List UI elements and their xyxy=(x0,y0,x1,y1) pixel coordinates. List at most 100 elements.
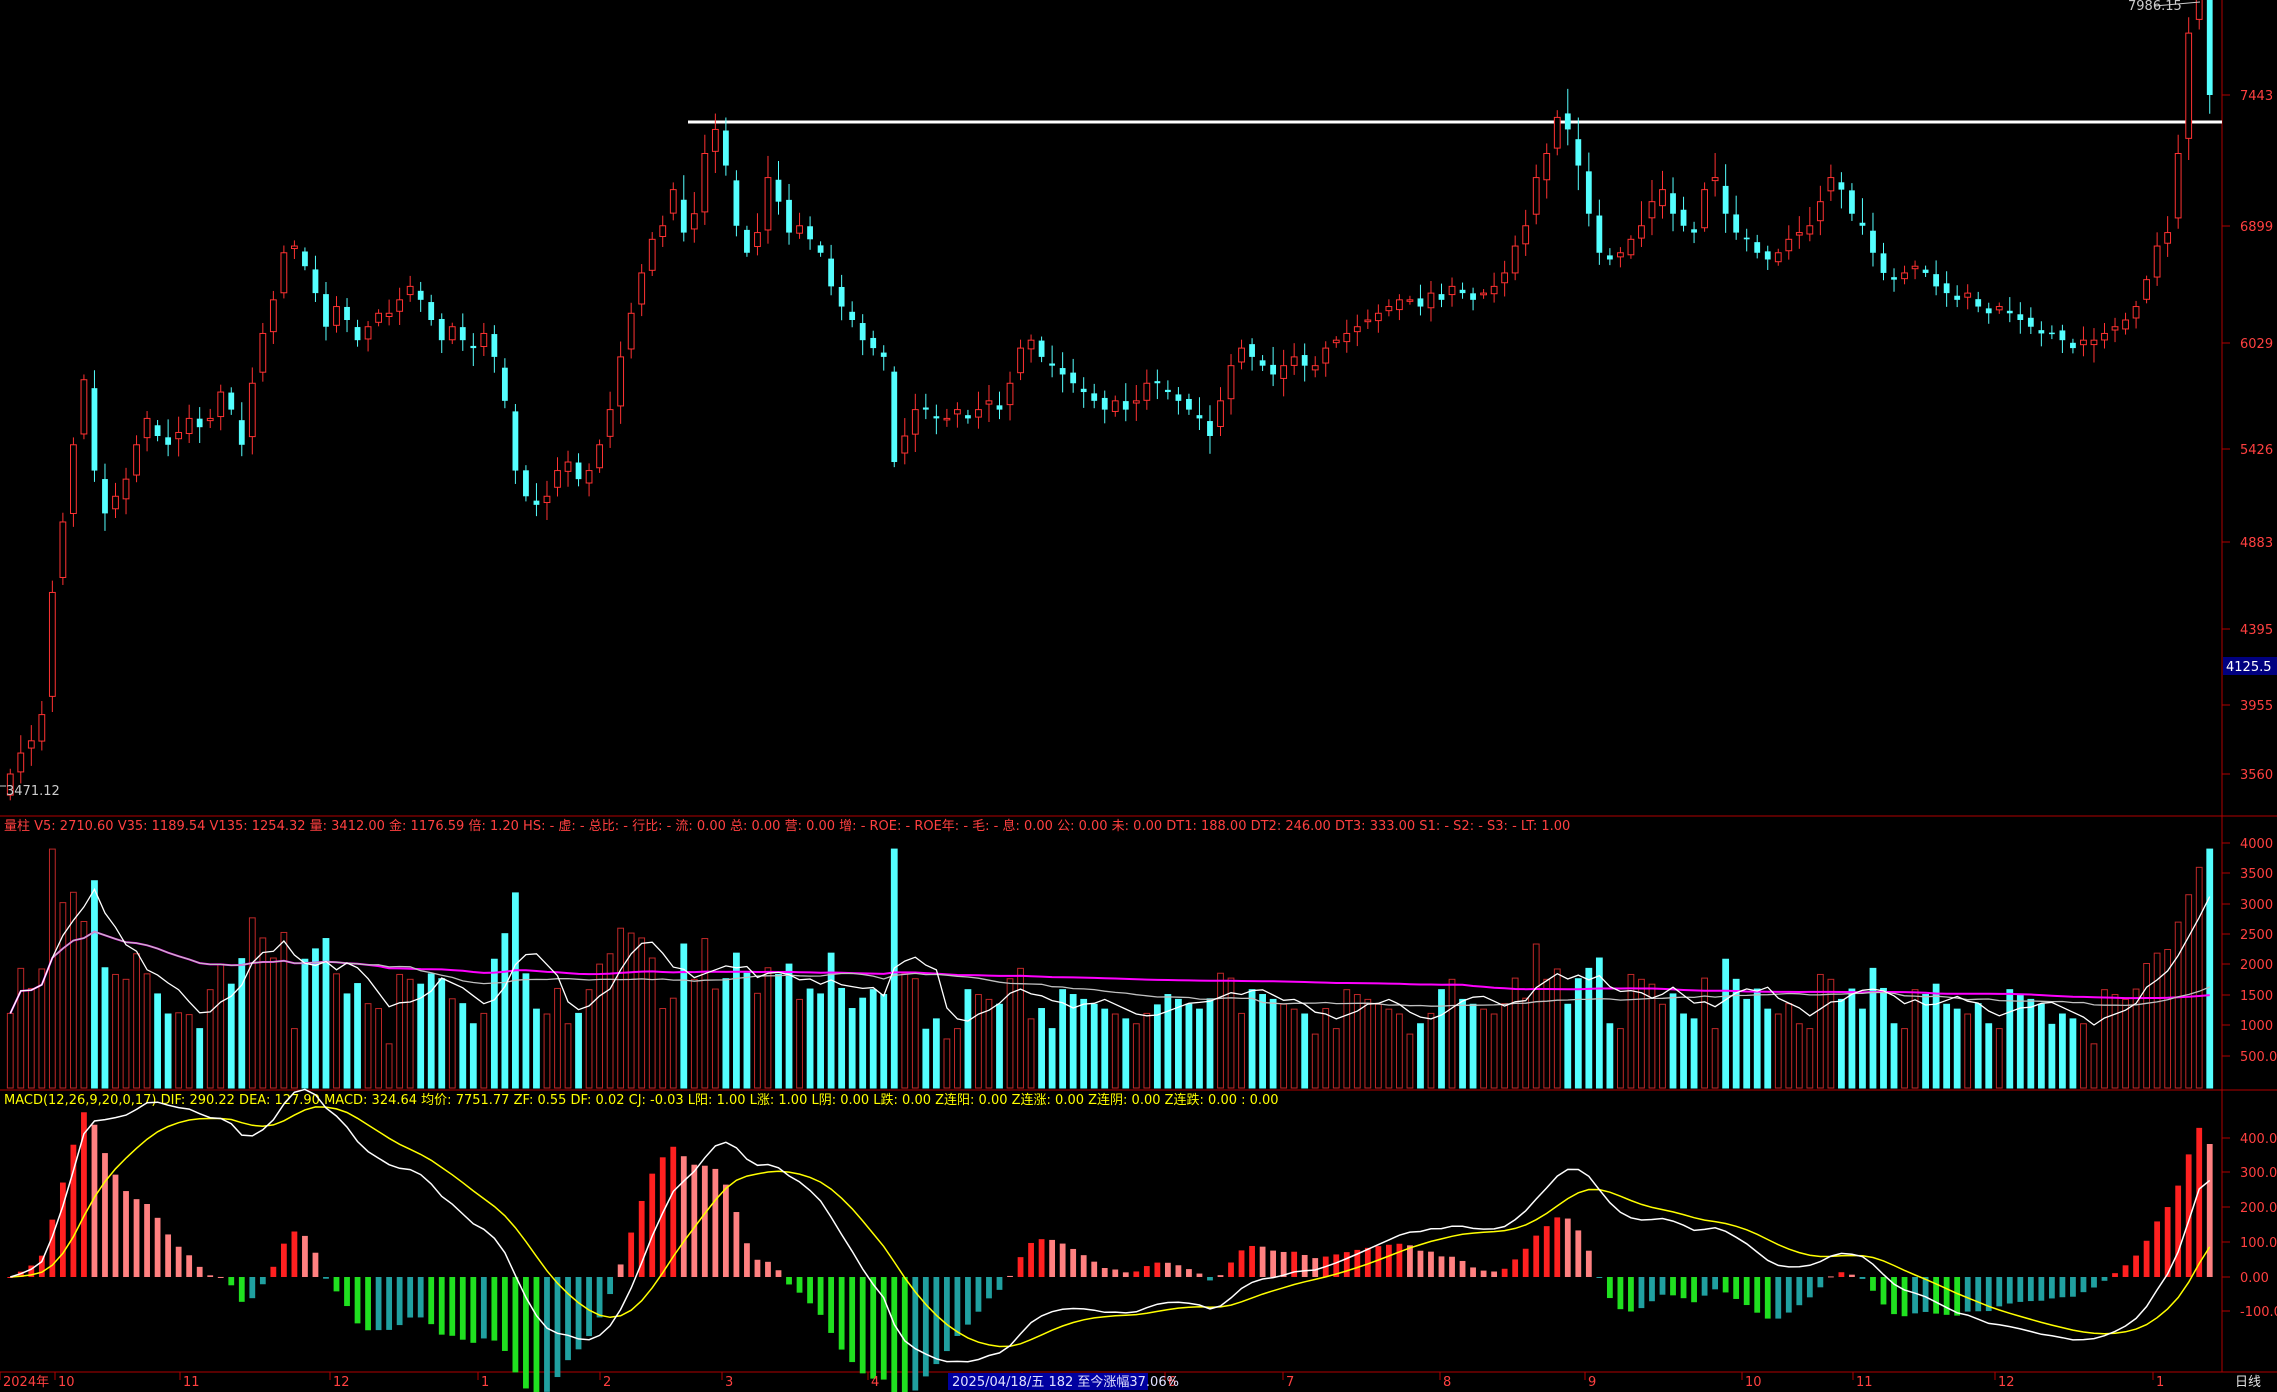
volume-bar xyxy=(2037,1003,2045,1089)
volume-bar xyxy=(985,998,993,1089)
macd-bar xyxy=(617,1264,624,1277)
candle-body-up xyxy=(133,444,140,476)
candle-body-down xyxy=(238,420,245,445)
volume-bar xyxy=(469,1023,477,1089)
candle-body-down xyxy=(922,407,929,410)
candle-body-up xyxy=(406,285,414,296)
macd-bar xyxy=(1743,1277,1750,1306)
volume-bar xyxy=(1364,998,1372,1089)
macd-bar xyxy=(649,1173,656,1277)
macd-bar xyxy=(323,1277,329,1279)
candle-body-down xyxy=(744,229,750,253)
svg-text:3471.12: 3471.12 xyxy=(6,784,60,799)
month-label: 12 xyxy=(333,1375,350,1390)
macd-bar xyxy=(786,1277,792,1285)
candle-body-down xyxy=(438,318,445,341)
macd-bar xyxy=(2017,1277,2024,1302)
volume-bar xyxy=(1890,1023,1898,1089)
candle-body-up xyxy=(617,356,625,407)
price-tick-label: 3560 xyxy=(2240,768,2273,783)
volume-bar xyxy=(1069,994,1077,1089)
macd-bar xyxy=(596,1277,603,1318)
volume-bar xyxy=(438,978,446,1089)
volume-bar xyxy=(543,1013,551,1089)
macd-bar xyxy=(849,1277,856,1363)
volume-bar xyxy=(1722,958,1730,1089)
macd-bar xyxy=(1628,1277,1634,1312)
macd-bar xyxy=(2038,1277,2045,1301)
volume-panel[interactable]: 量柱 V5: 2710.60 V35: 1189.54 V135: 1254.3… xyxy=(4,818,2277,1089)
volume-bar xyxy=(1427,1012,1435,1089)
volume-bar xyxy=(1185,1003,1193,1089)
macd-bar xyxy=(1964,1277,1971,1312)
candle-body-up xyxy=(1827,177,1835,192)
month-label: 8 xyxy=(1443,1375,1451,1390)
candle-body-down xyxy=(1196,415,1203,419)
volume-bar xyxy=(911,978,919,1089)
volume-bar xyxy=(1059,989,1067,1089)
volume-bar xyxy=(217,963,225,1089)
volume-bar xyxy=(932,1018,940,1089)
candle-body-up xyxy=(1638,225,1645,239)
volume-bar xyxy=(512,892,519,1089)
candle-body-down xyxy=(828,258,835,287)
candle-body-down xyxy=(1733,214,1740,233)
macd-bar xyxy=(1912,1277,1918,1314)
volume-bar xyxy=(1417,1023,1424,1089)
macd-bar xyxy=(1038,1239,1045,1277)
candle-body-down xyxy=(459,327,466,341)
macd-tick-label: 0.00 xyxy=(2240,1271,2269,1286)
candle-body-down xyxy=(2006,310,2013,314)
macd-bar xyxy=(333,1277,340,1292)
candle-body-up xyxy=(396,299,404,312)
candle-body-down xyxy=(1207,421,1213,436)
volume-bar xyxy=(27,987,35,1089)
macd-bar xyxy=(1817,1277,1824,1288)
macd-bar xyxy=(1186,1269,1192,1277)
candle-body-down xyxy=(344,306,350,321)
macd-bar xyxy=(1606,1277,1613,1299)
macd-bar xyxy=(375,1277,382,1331)
macd-bar xyxy=(280,1243,287,1277)
volume-bar xyxy=(333,973,340,1089)
macd-bar xyxy=(943,1277,950,1352)
volume-bar xyxy=(1574,978,1582,1089)
candle-body-up xyxy=(1711,177,1719,182)
volume-bar xyxy=(1964,1013,1972,1089)
candlesticks xyxy=(6,0,2213,801)
volume-bar xyxy=(1701,977,1708,1089)
volume-bar xyxy=(1943,1003,1951,1089)
volume-bar xyxy=(1922,994,1929,1089)
macd-bar xyxy=(38,1255,45,1277)
macd-bar xyxy=(2091,1277,2097,1288)
macd-bar xyxy=(1438,1256,1445,1277)
volume-bar xyxy=(80,921,88,1089)
candle-body-down xyxy=(1943,283,1950,294)
candle-body-up xyxy=(6,773,14,796)
candle-body-up xyxy=(27,740,35,749)
macd-bar xyxy=(1501,1268,1508,1277)
candle-body-up xyxy=(1543,153,1551,181)
candle-body-up xyxy=(1490,285,1498,295)
volume-bar xyxy=(459,1003,467,1089)
macd-bar xyxy=(1259,1246,1266,1277)
candle-body-down xyxy=(1301,355,1308,366)
volume-bar xyxy=(269,957,277,1089)
volume-bar xyxy=(1322,1008,1330,1089)
macd-bar xyxy=(1975,1277,1982,1312)
v35-line xyxy=(9,930,2210,1014)
candle-body-up xyxy=(1795,232,1803,236)
macd-bar xyxy=(1764,1277,1771,1319)
macd-panel[interactable]: MACD(12,26,9,20,0,17) DIF: 290.22 DEA: 1… xyxy=(4,1088,2277,1392)
volume-tick-label: 2500 xyxy=(2240,928,2273,943)
candle-body-down xyxy=(1249,344,1255,357)
candle-body-up xyxy=(1311,365,1319,371)
volume-bar xyxy=(2185,894,2193,1089)
volume-bar xyxy=(364,1003,372,1089)
period-label[interactable]: 日线 xyxy=(2235,1375,2261,1390)
macd-bar xyxy=(449,1277,456,1336)
candle-body-up xyxy=(1385,306,1393,312)
dea-line xyxy=(10,1106,2211,1348)
volume-bar xyxy=(354,983,361,1089)
